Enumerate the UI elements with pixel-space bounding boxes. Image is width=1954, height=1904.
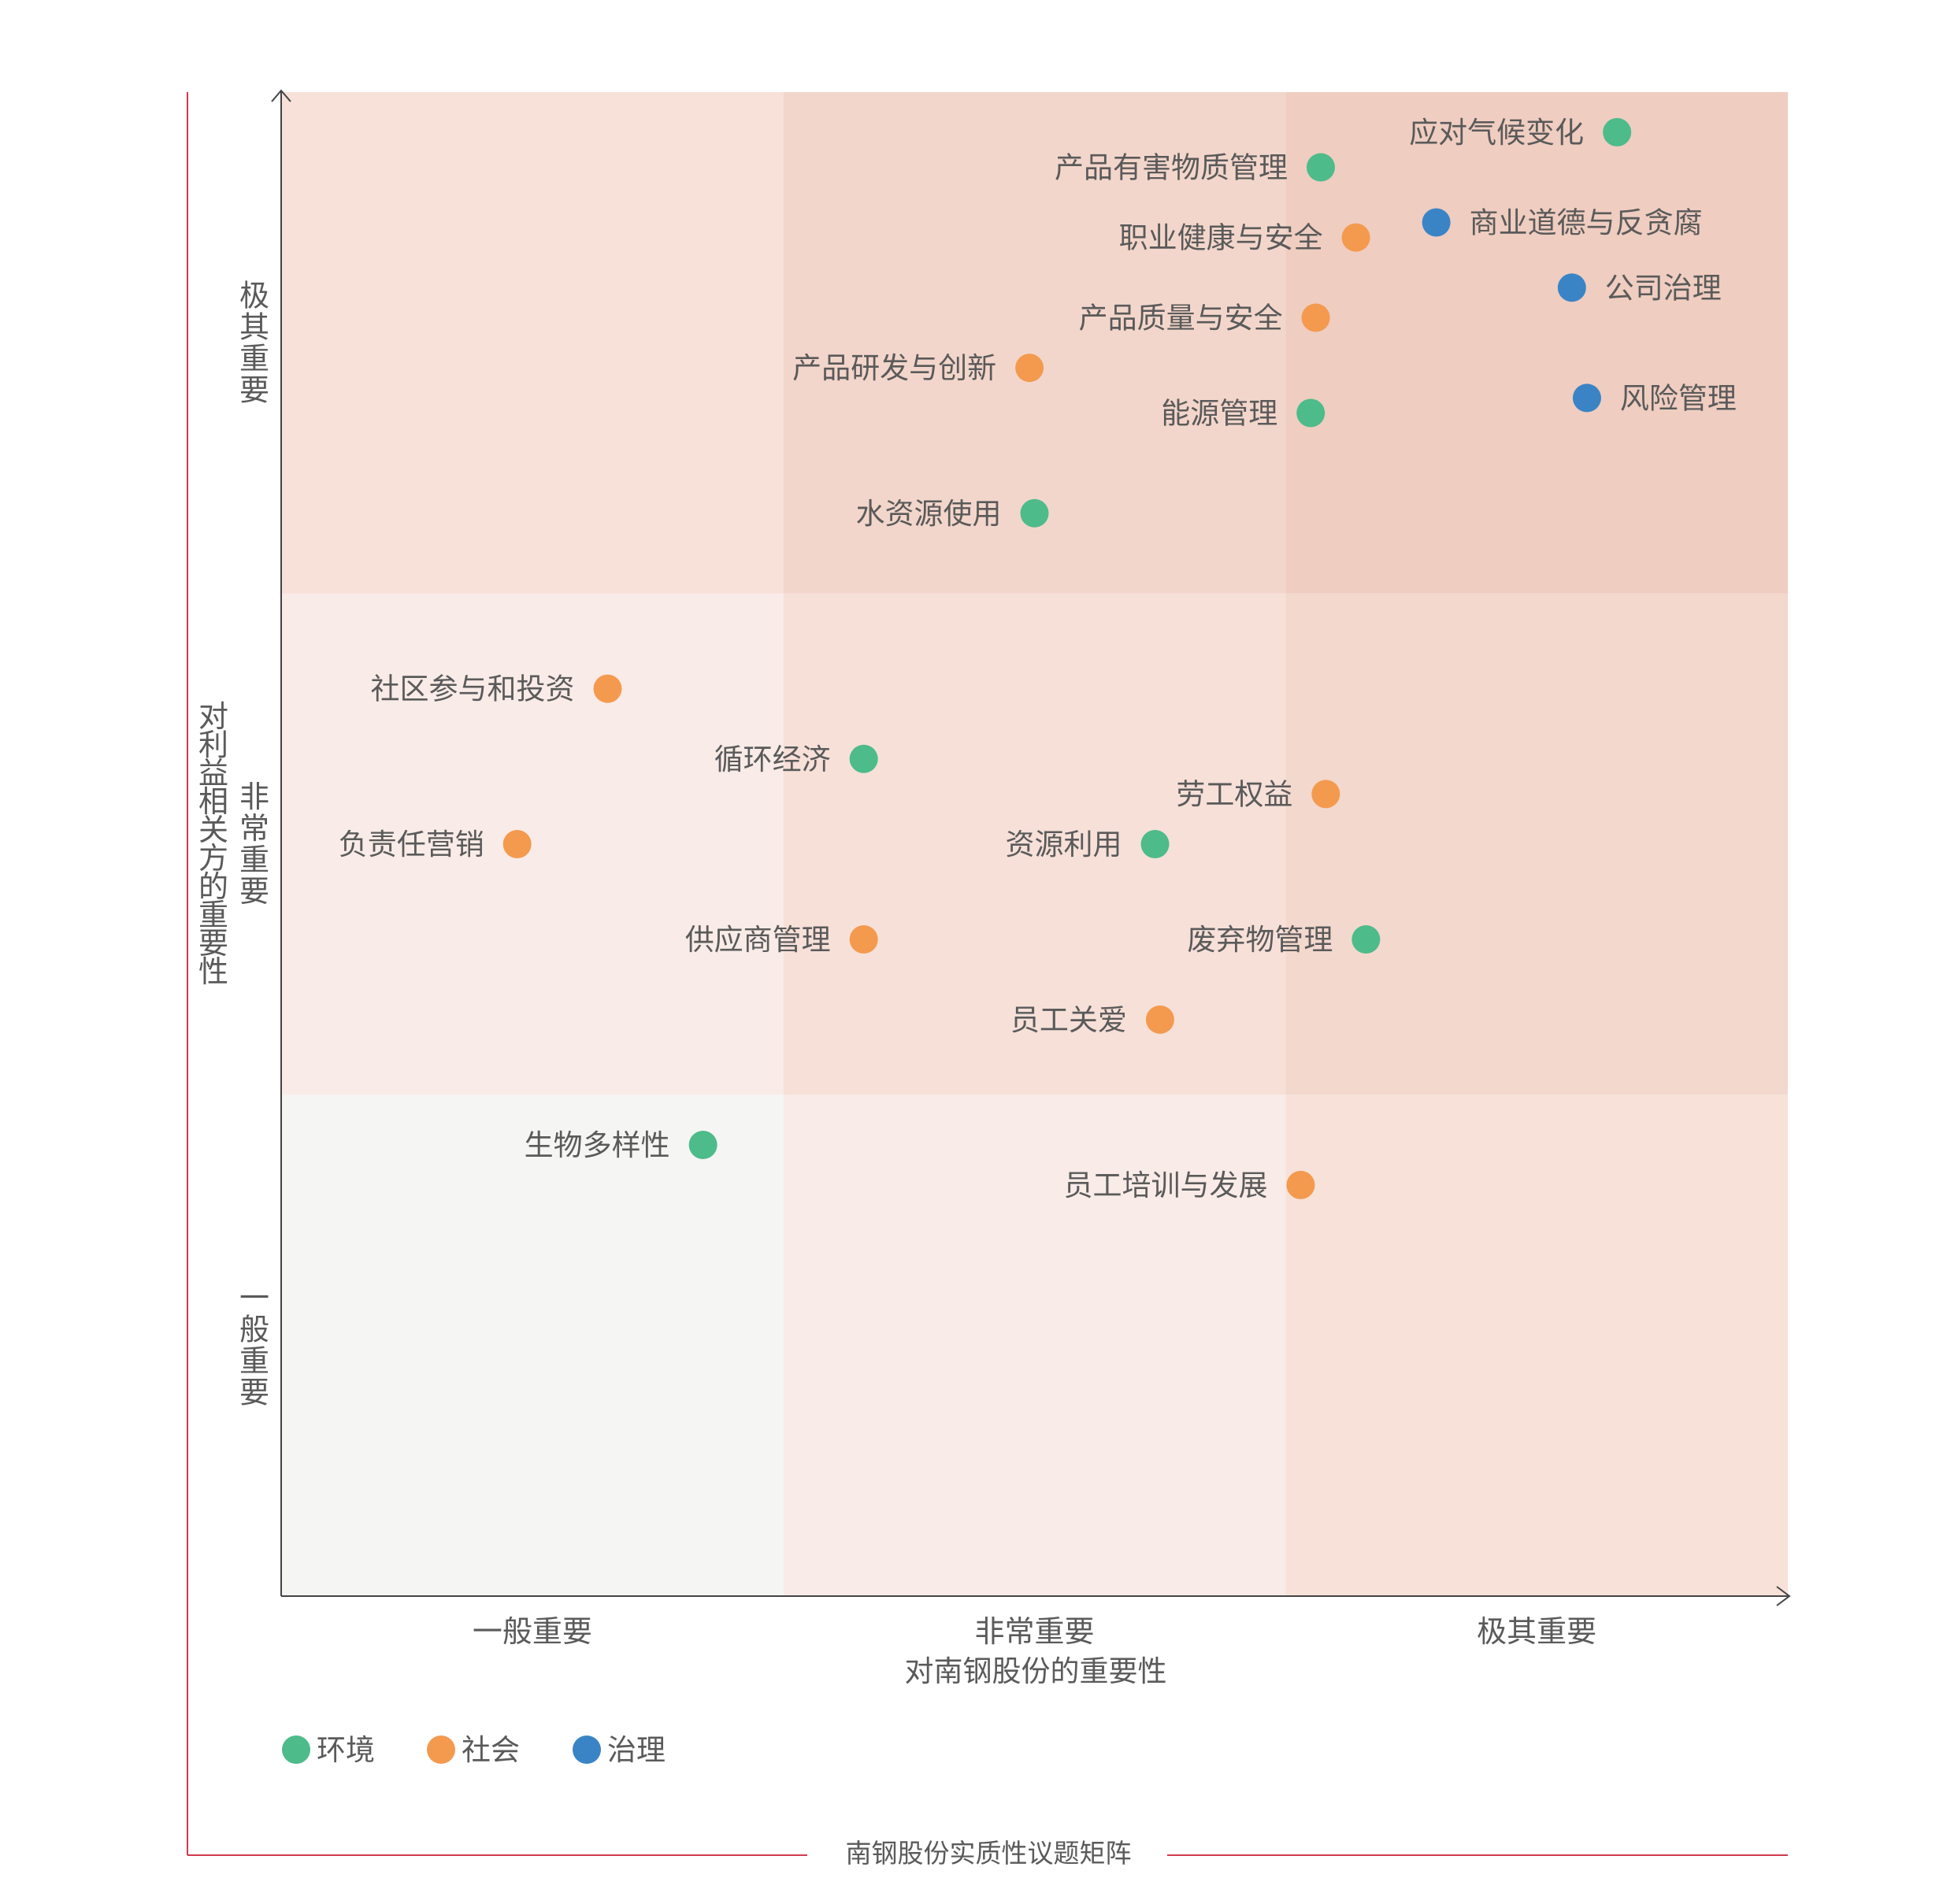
data-point: 产品质量与安全 <box>1079 302 1330 335</box>
zone-1-1 <box>783 593 1286 1095</box>
data-point: 应对气候变化 <box>1409 116 1632 150</box>
data-point: 员工培训与发展 <box>1063 1169 1315 1202</box>
legend-item: 环境 <box>282 1733 375 1767</box>
legend-item: 治理 <box>573 1733 666 1767</box>
point-label: 能源管理 <box>1161 396 1277 430</box>
point-marker <box>593 674 622 703</box>
point-label: 废弃物管理 <box>1187 923 1333 957</box>
point-label: 应对气候变化 <box>1409 116 1584 150</box>
y-axis-label: 对利益相关方的重要性 <box>198 699 228 989</box>
chart-caption: 南钢股份实质性议题矩阵 <box>846 1838 1132 1869</box>
data-point: 生物多样性 <box>525 1128 717 1162</box>
x-axis-arrow <box>1776 1586 1791 1606</box>
data-point: 社区参与和投资 <box>370 672 622 706</box>
y-axis-label-text: 对利益相关方的重要性 <box>198 699 228 989</box>
data-point: 水资源使用 <box>856 497 1049 531</box>
data-point: 资源利用 <box>1006 828 1170 861</box>
point-label: 商业道德与反贪腐 <box>1470 206 1703 240</box>
point-label: 员工培训与发展 <box>1063 1169 1267 1202</box>
data-point: 公司治理 <box>1557 271 1722 305</box>
point-marker <box>1603 117 1632 146</box>
legend-swatch <box>282 1735 310 1764</box>
data-point: 负责任营销 <box>339 828 532 861</box>
data-point: 风险管理 <box>1572 381 1737 415</box>
zone-2-0 <box>281 92 784 594</box>
data-point: 供应商管理 <box>685 923 878 957</box>
zone-2-2 <box>1285 92 1788 594</box>
axes <box>271 89 1791 1606</box>
data-point: 产品研发与创新 <box>792 351 1044 385</box>
x-tick-label: 极其重要 <box>1477 1614 1596 1649</box>
y-tick-label: 非常重要 <box>239 780 269 909</box>
legend-label: 环境 <box>317 1733 375 1767</box>
point-marker <box>1020 498 1049 528</box>
data-point: 职业健康与安全 <box>1119 221 1370 255</box>
point-marker <box>502 830 532 858</box>
x-tick-label: 一般重要 <box>473 1614 592 1649</box>
point-label: 职业健康与安全 <box>1119 221 1323 255</box>
point-marker <box>1301 303 1330 332</box>
point-label: 社区参与和投资 <box>370 672 574 706</box>
point-label: 公司治理 <box>1605 271 1722 305</box>
point-marker <box>1145 1005 1174 1034</box>
point-marker <box>1306 153 1335 182</box>
point-label: 负责任营销 <box>339 828 484 861</box>
point-marker <box>688 1131 717 1159</box>
point-label: 循环经济 <box>714 743 831 776</box>
point-label: 水资源使用 <box>856 497 1002 531</box>
point-marker <box>1140 830 1170 858</box>
outer-frame <box>187 92 1788 1856</box>
legend-item: 社会 <box>427 1733 520 1767</box>
point-label: 员工关爱 <box>1010 1003 1127 1037</box>
point-label: 风险管理 <box>1620 381 1737 415</box>
data-point: 商业道德与反贪腐 <box>1422 206 1703 240</box>
zone-1-0 <box>281 593 784 1095</box>
point-marker <box>849 924 878 954</box>
point-marker <box>1311 780 1340 809</box>
point-label: 产品有害物质管理 <box>1055 151 1288 185</box>
legend-swatch <box>427 1735 455 1764</box>
legend-swatch <box>573 1735 601 1764</box>
legend-label: 社会 <box>462 1733 520 1767</box>
data-point: 循环经济 <box>714 743 878 776</box>
point-marker <box>1341 223 1370 252</box>
zone-0-2 <box>1285 1095 1788 1596</box>
point-marker <box>1422 208 1451 237</box>
data-point: 产品有害物质管理 <box>1055 151 1335 185</box>
point-marker <box>849 744 878 773</box>
point-label: 劳工权益 <box>1176 777 1292 811</box>
data-point: 员工关爱 <box>1010 1003 1174 1037</box>
point-marker <box>1351 924 1381 954</box>
legend-label: 治理 <box>607 1733 666 1767</box>
zone-0-0 <box>281 1095 784 1596</box>
point-label: 资源利用 <box>1006 828 1122 861</box>
point-marker <box>1572 383 1601 413</box>
point-label: 产品研发与创新 <box>792 351 996 385</box>
legend: 环境 社会 治理 <box>282 1733 666 1767</box>
point-label: 生物多样性 <box>525 1128 670 1162</box>
x-axis-label: 对南钢股份的重要性 <box>905 1654 1167 1688</box>
zone-0-1 <box>783 1095 1286 1596</box>
data-point: 废弃物管理 <box>1187 923 1381 957</box>
x-tick-label: 非常重要 <box>974 1614 1094 1649</box>
y-tick-label: 一般重要 <box>239 1281 269 1410</box>
point-marker <box>1286 1170 1315 1199</box>
y-axis-arrow <box>271 89 291 102</box>
y-tick-label: 极其重要 <box>239 278 269 407</box>
zone-1-2 <box>1285 593 1788 1095</box>
point-marker <box>1296 398 1326 428</box>
point-label: 产品质量与安全 <box>1079 302 1283 335</box>
point-label: 供应商管理 <box>685 923 831 957</box>
point-marker <box>1557 273 1586 302</box>
data-point: 劳工权益 <box>1176 777 1340 811</box>
point-marker <box>1015 354 1044 383</box>
data-point: 能源管理 <box>1161 396 1326 430</box>
